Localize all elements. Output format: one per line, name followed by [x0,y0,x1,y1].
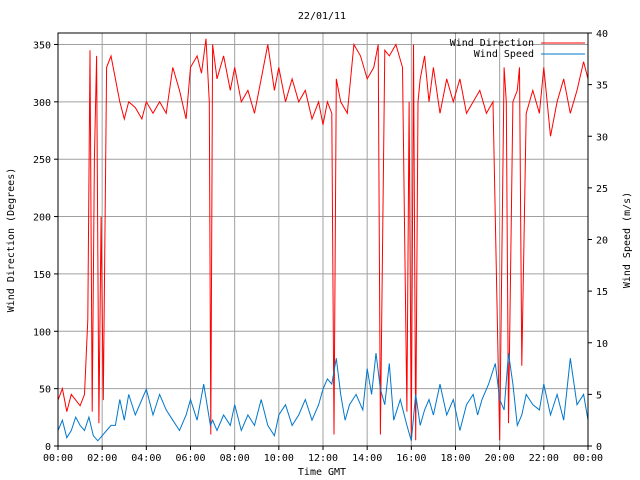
x-tick-label: 18:00 [440,453,470,464]
y-left-tick-label: 200 [33,213,51,224]
legend-label-wind-direction: Wind Direction [450,38,534,49]
y-left-tick-label: 150 [33,270,51,281]
y-right-tick-label: 15 [596,287,608,298]
x-tick-label: 02:00 [87,453,117,464]
x-tick-label: 04:00 [131,453,161,464]
x-tick-label: 00:00 [573,453,603,464]
y-axis-left-ticks: 0 50 100 150 200 250 300 350 [33,40,58,453]
y-right-tick-label: 20 [596,236,608,247]
y-right-tick-label: 5 [596,390,602,401]
y-left-tick-label: 0 [45,442,51,453]
y-right-tick-label: 0 [596,442,602,453]
y-left-tick-label: 250 [33,155,51,166]
gridlines [58,33,588,446]
y-right-tick-label: 30 [596,132,608,143]
chart-title: 22/01/11 [298,11,346,22]
x-tick-label: 00:00 [43,453,73,464]
x-tick-label: 10:00 [264,453,294,464]
y-axis-right-ticks: 0 5 10 15 20 25 30 35 40 [588,29,608,453]
y-left-tick-label: 350 [33,40,51,51]
series-layer [57,38,589,442]
legend-label-wind-speed: Wind Speed [474,49,534,60]
x-tick-label: 14:00 [352,453,382,464]
series-line-wind-speed [57,353,589,442]
x-tick-label: 16:00 [396,453,426,464]
y-left-tick-label: 50 [39,385,51,396]
y-left-tick-label: 300 [33,98,51,109]
y-right-tick-label: 10 [596,339,608,350]
x-axis-ticks: 00:00 02:00 04:00 06:00 08:00 10:00 12:00 14:00… [43,446,603,464]
y-axis-left-title: Wind Direction (Degrees) [6,168,17,313]
x-tick-label: 12:00 [308,453,338,464]
series-line-wind-direction [57,38,589,441]
y-axis-right-title: Wind Speed (m/s) [622,192,633,288]
x-tick-label: 06:00 [175,453,205,464]
x-tick-label: 22:00 [529,453,559,464]
x-tick-label: 08:00 [220,453,250,464]
y-left-tick-label: 100 [33,327,51,338]
x-tick-label: 20:00 [485,453,515,464]
y-right-tick-label: 25 [596,184,608,195]
legend: Wind Direction Wind Speed [450,38,585,60]
y-right-tick-label: 40 [596,29,608,40]
y-right-tick-label: 35 [596,81,608,92]
x-axis-title: Time GMT [298,467,346,478]
